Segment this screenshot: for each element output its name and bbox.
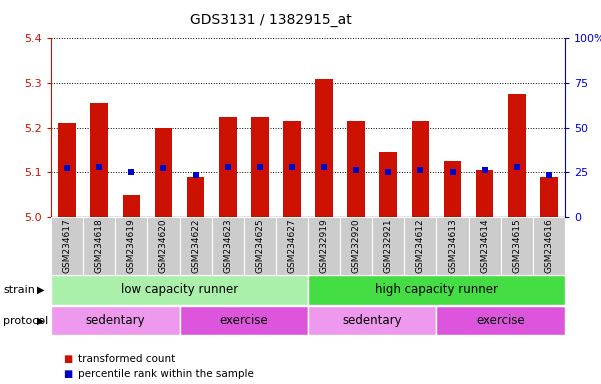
Bar <box>51 306 180 335</box>
Text: low capacity runner: low capacity runner <box>121 283 238 296</box>
Text: strain: strain <box>3 285 35 295</box>
Text: GSM234623: GSM234623 <box>223 218 232 273</box>
Bar <box>372 217 404 275</box>
Bar <box>436 217 469 275</box>
Bar <box>212 217 244 275</box>
Text: GSM234619: GSM234619 <box>127 218 136 273</box>
Bar <box>476 170 493 217</box>
Bar <box>115 217 147 275</box>
Text: GSM234616: GSM234616 <box>545 218 554 273</box>
Bar <box>123 195 140 217</box>
Text: protocol: protocol <box>3 316 48 326</box>
Text: ▶: ▶ <box>37 285 44 295</box>
Bar <box>219 116 237 217</box>
Text: exercise: exercise <box>219 314 268 327</box>
Text: GSM234618: GSM234618 <box>95 218 104 273</box>
Bar <box>58 123 76 217</box>
Bar <box>412 121 429 217</box>
Bar <box>308 217 340 275</box>
Text: GSM232919: GSM232919 <box>320 218 329 273</box>
Bar <box>283 121 300 217</box>
Text: GSM234617: GSM234617 <box>63 218 72 273</box>
Bar <box>154 127 172 217</box>
Bar <box>90 103 108 217</box>
Text: GSM234615: GSM234615 <box>512 218 521 273</box>
Bar <box>51 275 308 305</box>
Bar <box>180 306 308 335</box>
Text: ■: ■ <box>63 354 72 364</box>
Text: sedentary: sedentary <box>343 314 402 327</box>
Text: exercise: exercise <box>477 314 525 327</box>
Text: GSM232920: GSM232920 <box>352 218 361 273</box>
Bar <box>316 79 333 217</box>
Text: GSM234625: GSM234625 <box>255 218 264 273</box>
Bar <box>187 177 204 217</box>
Bar <box>404 217 436 275</box>
Bar <box>508 94 526 217</box>
Text: transformed count: transformed count <box>78 354 175 364</box>
Text: ■: ■ <box>63 369 72 379</box>
Text: high capacity runner: high capacity runner <box>375 283 498 296</box>
Bar <box>308 306 436 335</box>
Bar <box>251 116 269 217</box>
Text: GSM234612: GSM234612 <box>416 218 425 273</box>
Bar <box>501 217 533 275</box>
Bar <box>347 121 365 217</box>
Text: GSM232921: GSM232921 <box>384 218 393 273</box>
Bar <box>244 217 276 275</box>
Text: ▶: ▶ <box>37 316 44 326</box>
Bar <box>379 152 397 217</box>
Bar <box>147 217 180 275</box>
Bar <box>308 275 565 305</box>
Bar <box>276 217 308 275</box>
Bar <box>540 177 558 217</box>
Bar <box>436 306 565 335</box>
Text: GSM234620: GSM234620 <box>159 218 168 273</box>
Bar <box>533 217 565 275</box>
Text: GDS3131 / 1382915_at: GDS3131 / 1382915_at <box>189 13 352 27</box>
Text: GSM234614: GSM234614 <box>480 218 489 273</box>
Bar <box>51 217 83 275</box>
Bar <box>469 217 501 275</box>
Text: GSM234627: GSM234627 <box>287 218 296 273</box>
Bar <box>340 217 372 275</box>
Bar <box>83 217 115 275</box>
Text: percentile rank within the sample: percentile rank within the sample <box>78 369 254 379</box>
Text: GSM234613: GSM234613 <box>448 218 457 273</box>
Bar <box>180 217 212 275</box>
Text: sedentary: sedentary <box>85 314 145 327</box>
Bar <box>444 161 462 217</box>
Text: GSM234622: GSM234622 <box>191 218 200 273</box>
